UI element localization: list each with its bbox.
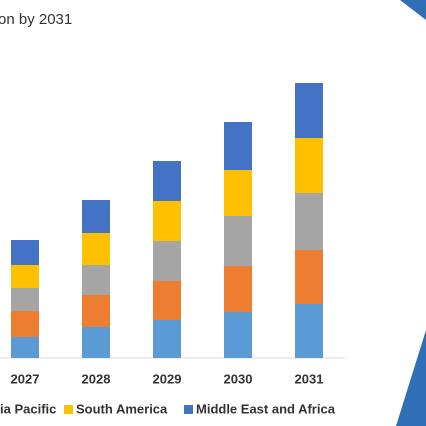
bar-segment — [82, 265, 110, 295]
bar-segment — [153, 241, 181, 281]
bar-segment — [11, 288, 39, 311]
bar-segment — [82, 233, 110, 265]
bar-segment — [224, 216, 252, 266]
bar-segment — [224, 312, 252, 358]
legend-label: South America — [76, 401, 168, 416]
legend-swatch — [64, 405, 73, 414]
bar-segment — [224, 266, 252, 312]
x-tick-label: 2029 — [153, 371, 182, 386]
x-tick-label: 2031 — [295, 371, 324, 386]
bar-segment — [82, 295, 110, 327]
decor-corner — [396, 330, 426, 426]
x-tick-label: 2030 — [224, 371, 253, 386]
bar-segment — [153, 320, 181, 358]
bar-segment — [11, 337, 39, 358]
bar-segment — [224, 122, 252, 170]
bar-segment — [153, 201, 181, 241]
bar-segment — [11, 240, 39, 265]
bar-segment — [153, 281, 181, 320]
legend-label: Middle East and Africa — [196, 401, 336, 416]
bar-segment — [295, 304, 323, 358]
bar-segment — [295, 193, 323, 250]
bar-segment — [82, 200, 110, 233]
bar-segment — [153, 161, 181, 201]
bar-segment — [295, 138, 323, 193]
chart-title: on by 2031 — [0, 11, 72, 28]
bar-segment — [295, 83, 323, 138]
bar-segment — [82, 327, 110, 358]
bar-segment — [11, 311, 39, 337]
decor-corner — [400, 0, 426, 20]
bar-segment — [224, 170, 252, 216]
bar-segment — [11, 265, 39, 288]
legend-swatch — [184, 405, 193, 414]
x-tick-label: 2027 — [11, 371, 40, 386]
x-tick-label: 2028 — [82, 371, 111, 386]
legend-label: ia Pacific — [0, 401, 56, 416]
bar-segment — [295, 250, 323, 304]
